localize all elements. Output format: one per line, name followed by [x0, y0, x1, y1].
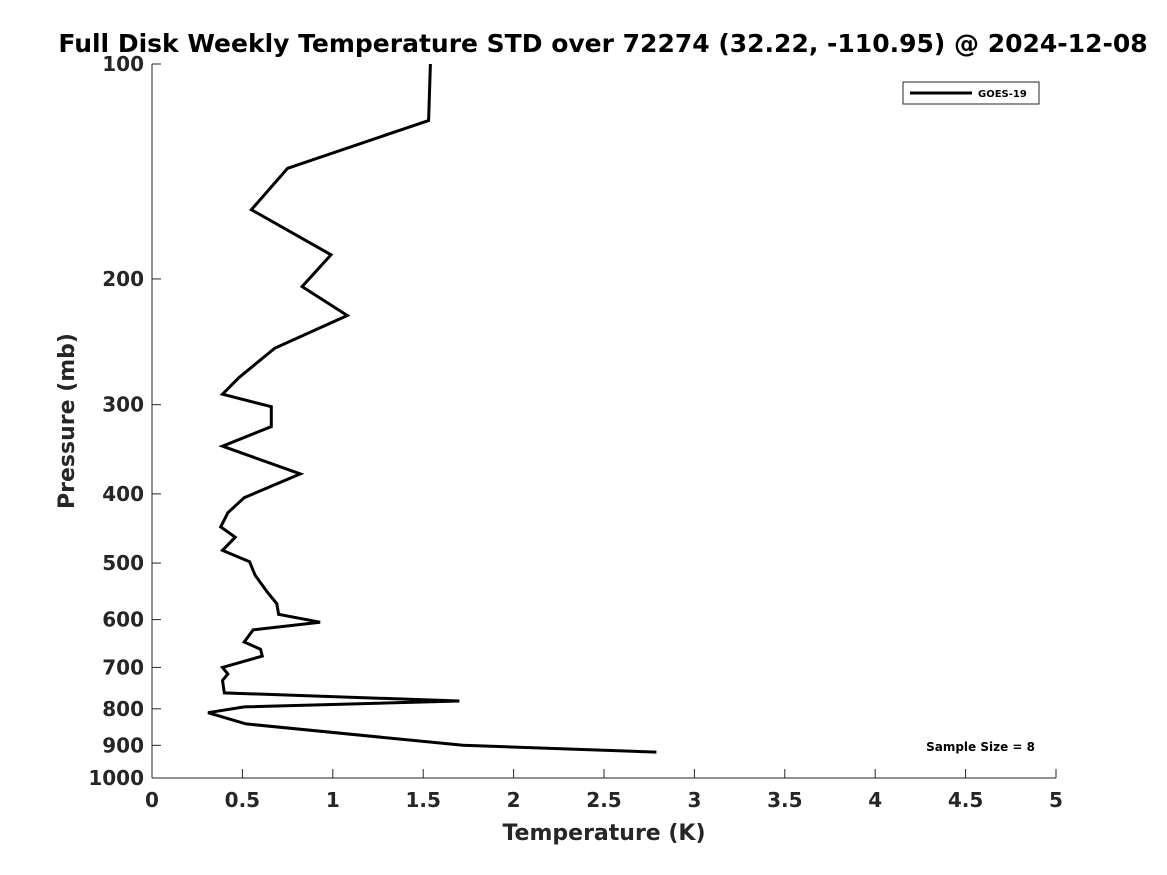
x-tick-label: 0.5 — [225, 788, 260, 812]
y-tick-label: 600 — [102, 608, 144, 632]
y-tick-label: 900 — [102, 733, 144, 757]
y-axis-ticks: 100 200 300 400 500 600 700 800 900 1000 — [88, 52, 161, 790]
y-tick-label: 300 — [102, 393, 144, 417]
y-tick-label: 700 — [102, 655, 144, 679]
plot-area — [152, 64, 1056, 778]
y-tick-label: 100 — [102, 52, 144, 76]
x-axis-label: Temperature (K) — [502, 821, 705, 846]
x-tick-label: 2 — [507, 788, 521, 812]
legend-label: GOES-19 — [978, 89, 1027, 100]
y-axis-label: Pressure (mb) — [55, 333, 80, 509]
x-tick-label: 4 — [868, 788, 882, 812]
x-axis-ticks: 0 0.5 1 1.5 2 2.5 3 3.5 4 4.5 5 — [145, 769, 1063, 812]
y-tick-label: 1000 — [88, 766, 144, 790]
x-tick-label: 5 — [1049, 788, 1063, 812]
x-tick-label: 3 — [687, 788, 701, 812]
legend: GOES-19 — [902, 81, 1040, 105]
y-tick-label: 800 — [102, 697, 144, 721]
y-tick-label: 200 — [102, 267, 144, 291]
x-tick-label: 1.5 — [405, 788, 440, 812]
y-tick-label: 400 — [102, 482, 144, 506]
x-tick-label: 2.5 — [586, 788, 621, 812]
x-tick-label: 0 — [145, 788, 159, 812]
y-tick-label: 500 — [102, 551, 144, 575]
x-tick-label: 1 — [326, 788, 340, 812]
x-tick-label: 4.5 — [948, 788, 983, 812]
sample-size-annotation: Sample Size = 8 — [926, 740, 1035, 754]
chart-title: Full Disk Weekly Temperature STD over 72… — [58, 29, 1147, 58]
series-layer — [207, 63, 657, 754]
series-line-goes-19 — [207, 63, 657, 754]
x-tick-label: 3.5 — [767, 788, 802, 812]
